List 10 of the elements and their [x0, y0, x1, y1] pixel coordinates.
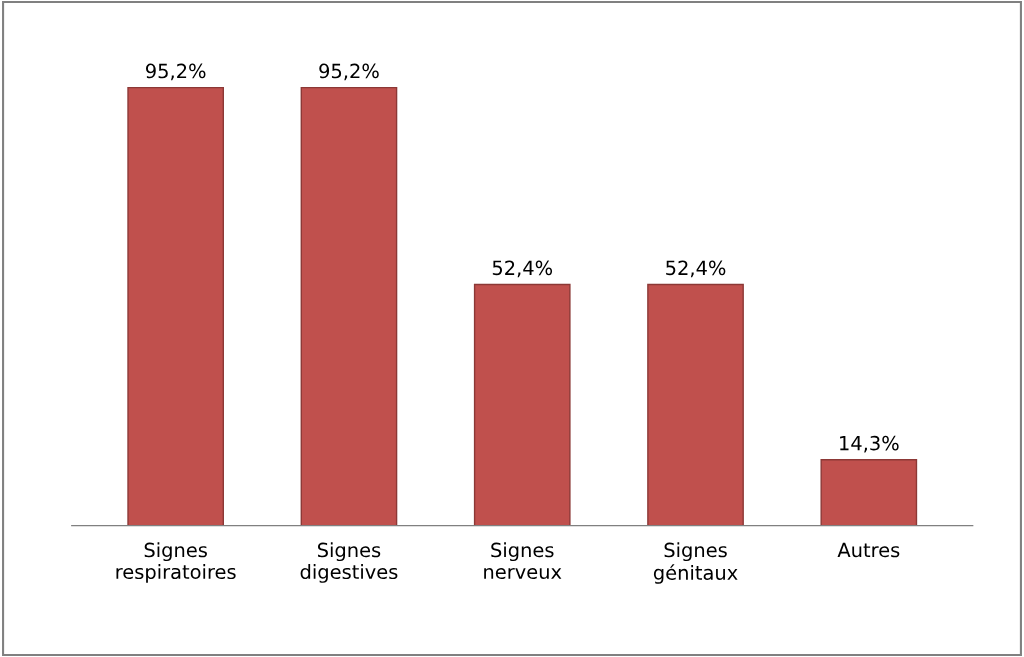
- data-label: 52,4%: [666, 260, 726, 278]
- x-tick-label: Signes nerveux: [484, 542, 562, 580]
- data-label: 95,2%: [146, 63, 206, 81]
- x-tick-label: Signes génitaux: [653, 542, 738, 584]
- data-label: 95,2%: [319, 63, 379, 81]
- data-label: 52,4%: [492, 260, 553, 278]
- x-tick-label: Autres: [837, 542, 900, 558]
- x-tick-label: Signes respiratoires: [116, 542, 236, 583]
- x-tick-label: Signes digestives: [300, 542, 398, 583]
- data-label: 14,3%: [840, 435, 899, 453]
